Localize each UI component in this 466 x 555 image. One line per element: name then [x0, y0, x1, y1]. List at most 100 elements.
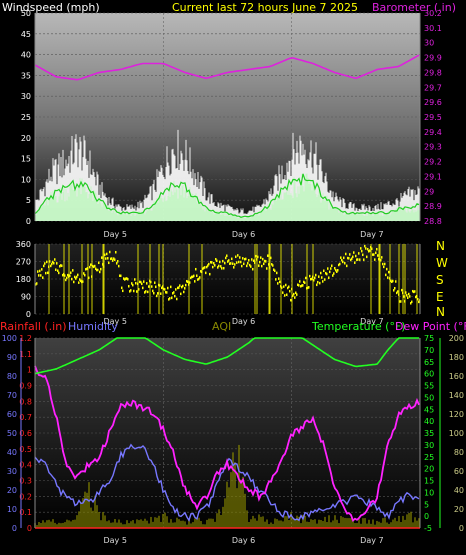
direction-point — [185, 283, 187, 287]
right-tick-label: 29.7 — [424, 83, 442, 92]
compass-legend: N W S E N — [436, 239, 448, 319]
humidity-tick-label: 70 — [7, 391, 17, 400]
direction-point — [212, 265, 214, 269]
direction-point — [295, 291, 297, 295]
direction-point — [186, 279, 188, 283]
direction-point — [242, 257, 244, 260]
humidity-tick-label: 80 — [7, 372, 17, 381]
temperature-tick-label: 30 — [424, 441, 434, 450]
left-tick-label: 20 — [21, 134, 31, 143]
direction-point — [41, 268, 43, 271]
day-label: Day 7 — [360, 536, 383, 545]
direction-point — [161, 286, 163, 290]
direction-point — [293, 292, 295, 296]
direction-point — [359, 258, 361, 261]
temperature-tick-label: 10 — [424, 488, 434, 497]
direction-point — [231, 257, 233, 261]
direction-point — [353, 251, 355, 254]
direction-point — [122, 289, 124, 293]
direction-point — [141, 282, 143, 286]
direction-point — [348, 257, 350, 260]
direction-point — [257, 255, 259, 259]
direction-point — [189, 281, 191, 284]
direction-point — [310, 277, 312, 281]
barometer-axis-title: Barometer (.in) — [372, 1, 456, 14]
direction-point — [251, 258, 253, 261]
axes-layer: 0510152025303540455028.828.92929.129.229… — [2, 9, 464, 545]
direction-point — [193, 274, 195, 278]
direction-point — [56, 262, 58, 265]
day-label: Day 5 — [103, 536, 126, 545]
direction-point — [347, 256, 349, 260]
direction-point — [405, 291, 407, 294]
direction-point — [65, 278, 67, 282]
direction-point — [273, 268, 275, 271]
day-label: Day 6 — [232, 536, 255, 545]
direction-point — [219, 260, 221, 264]
direction-point — [154, 281, 156, 284]
direction-point — [136, 290, 138, 293]
direction-point — [351, 257, 353, 260]
direction-point — [230, 262, 232, 265]
direction-point — [316, 283, 318, 287]
direction-point — [202, 267, 204, 270]
direction-point — [298, 284, 300, 287]
direction-point — [247, 262, 249, 265]
direction-point — [262, 257, 264, 261]
direction-point — [336, 270, 338, 273]
day-label: Day 5 — [103, 230, 126, 239]
direction-point — [192, 275, 194, 279]
right-tick-label: 30 — [424, 39, 434, 48]
direction-point — [278, 277, 280, 280]
direction-point — [411, 300, 413, 304]
direction-point — [375, 251, 377, 255]
right-tick-label: 29.9 — [424, 54, 442, 63]
direction-point — [100, 267, 102, 271]
direction-point — [249, 263, 251, 267]
aqi-tick-label: 120 — [449, 410, 464, 419]
direction-point — [123, 277, 125, 280]
direction-point — [144, 291, 146, 294]
direction-point — [226, 254, 228, 258]
direction-point — [367, 247, 369, 251]
direction-point — [245, 257, 247, 261]
direction-point — [333, 272, 335, 275]
direction-point — [297, 283, 299, 287]
direction-point — [342, 260, 344, 264]
left-tick-label: 0.8 — [19, 397, 32, 406]
direction-point — [131, 282, 133, 285]
direction-point — [240, 260, 242, 264]
direction-point — [222, 259, 224, 263]
chart-title: Current last 72 hours June 7 2025 — [172, 1, 358, 14]
direction-point — [66, 276, 68, 280]
direction-point — [73, 280, 75, 284]
aqi-tick-label: 0 — [459, 524, 464, 533]
temperature-line — [34, 337, 419, 375]
direction-point — [59, 265, 61, 268]
direction-point — [385, 273, 387, 277]
direction-point — [261, 264, 263, 268]
direction-point — [163, 287, 165, 291]
rainfall-axis-title: Rainfall (.in) — [0, 320, 67, 333]
direction-point — [153, 291, 155, 295]
direction-point — [183, 290, 185, 294]
direction-point — [217, 266, 219, 269]
direction-point — [94, 264, 96, 268]
direction-point — [147, 290, 149, 294]
direction-point — [390, 279, 392, 282]
direction-point — [288, 285, 290, 289]
direction-point — [384, 262, 386, 266]
direction-point — [98, 261, 100, 265]
direction-point — [243, 262, 245, 266]
direction-point — [271, 263, 273, 266]
direction-point — [194, 280, 196, 283]
direction-point — [328, 276, 330, 279]
direction-point — [394, 286, 396, 290]
direction-point — [393, 289, 395, 292]
direction-point — [274, 269, 276, 273]
direction-point — [109, 250, 111, 254]
direction-point — [260, 256, 262, 259]
direction-point — [167, 286, 169, 290]
dewpoint-axis-title: Dew Point (°F) — [395, 320, 466, 333]
direction-point — [265, 260, 267, 263]
